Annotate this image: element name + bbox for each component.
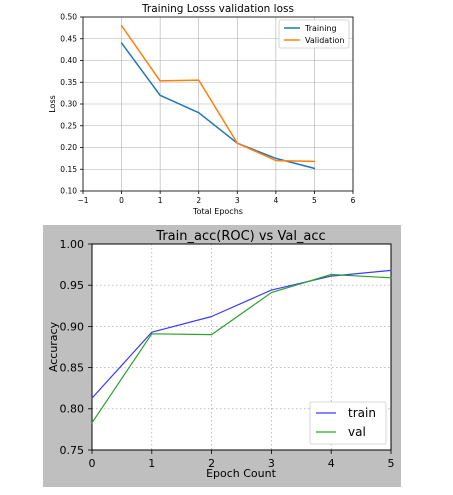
chart-1-legend-box xyxy=(278,19,350,49)
chart-2-x-ticks: 0 1 2 3 4 5 xyxy=(89,450,395,470)
chart-1-x-tick-label-5: 4 xyxy=(273,196,278,205)
chart-2-plot-frame xyxy=(91,243,392,451)
chart-1-legend-label-validation: Validation xyxy=(305,36,345,45)
chart-1-x-ticks: −1 0 1 2 3 4 5 6 xyxy=(77,191,356,205)
chart-1: Training Losss validation loss 0.100.150… xyxy=(48,3,356,216)
chart-2-legend-label-train: train xyxy=(348,406,376,420)
chart-2-legend: train val xyxy=(309,401,387,445)
chart-2-x-axis-label: Epoch Count xyxy=(206,467,277,480)
chart-2-legend-label-val: val xyxy=(348,425,366,439)
chart-1-x-tick-label-2: 1 xyxy=(158,196,163,205)
chart-1-y-tick-label-3: 0.25 xyxy=(60,121,77,130)
chart-2-y-tick-label-2: 0.85 xyxy=(60,361,85,374)
chart-1-x-tick-label-0: −1 xyxy=(77,196,88,205)
chart-2-y-tick-label-3: 0.90 xyxy=(60,320,85,333)
chart-2-x-tick-label-1: 1 xyxy=(148,457,155,470)
chart-1-y-ticks: 0.10 0.15 0.20 0.25 0.30 0.35 0.40 0.45 0.50 xyxy=(60,13,83,196)
chart-1-series-line-validation xyxy=(120,24,316,163)
chart-2-x-tick-label-0: 0 xyxy=(89,457,96,470)
chart-2-x-tick-label-4: 4 xyxy=(328,457,335,470)
chart-1-x-axis-label: Total Epochs xyxy=(192,207,243,216)
chart-1-x-tick-label-6: 5 xyxy=(312,196,317,205)
chart-2-y-tick-label-5: 1.00 xyxy=(60,238,85,251)
chart-1-y-tick-label-6: 0.40 xyxy=(60,56,77,65)
chart-2-series-line-val xyxy=(91,273,392,424)
chart-2-y-ticks: 0.75 0.80 0.85 0.90 0.95 1.00 xyxy=(60,238,92,457)
chart-1-y-axis-label: Loss xyxy=(48,95,57,113)
chart-1-y-tick-label-0: 0.10 xyxy=(60,187,77,196)
chart-1-lines xyxy=(120,24,316,170)
chart-1-x-tick-label-4: 3 xyxy=(235,196,240,205)
chart-1-y-tick-label-2: 0.20 xyxy=(60,143,77,152)
chart-1-title: Training Losss validation loss xyxy=(141,3,294,15)
chart-1-y-tick-label-1: 0.15 xyxy=(60,165,77,174)
chart-1-x-tick-label-7: 6 xyxy=(351,196,356,205)
chart-2-title: Train_acc(ROC) vs Val_acc xyxy=(155,229,325,244)
chart-1-y-tick-label-7: 0.45 xyxy=(60,34,77,43)
chart-2-y-tick-label-4: 0.95 xyxy=(60,279,85,292)
chart-2-lines xyxy=(91,269,392,424)
chart-1-x-tick-label-3: 2 xyxy=(196,196,201,205)
chart-2: Train_acc(ROC) vs Val_acc 0.750.800.850.… xyxy=(43,225,401,487)
chart-1-series-line-training xyxy=(120,42,316,170)
chart-2-x-tick-label-3: 3 xyxy=(268,457,275,470)
chart-1-legend: Training Validation xyxy=(278,19,350,49)
chart-2-x-tick-label-2: 2 xyxy=(208,457,215,470)
chart-2-y-tick-label-1: 0.80 xyxy=(60,403,85,416)
chart-1-y-tick-label-5: 0.35 xyxy=(60,78,77,87)
chart-1-x-tick-label-1: 0 xyxy=(119,196,124,205)
chart-1-legend-label-training: Training xyxy=(304,24,337,33)
chart-2-y-axis-label: Accuracy xyxy=(47,321,60,372)
chart-1-y-tick-label-4: 0.30 xyxy=(60,100,77,109)
chart-2-x-tick-label-5: 5 xyxy=(388,457,395,470)
chart-1-y-tick-label-8: 0.50 xyxy=(60,13,77,22)
chart-2-y-tick-label-0: 0.75 xyxy=(60,444,85,457)
